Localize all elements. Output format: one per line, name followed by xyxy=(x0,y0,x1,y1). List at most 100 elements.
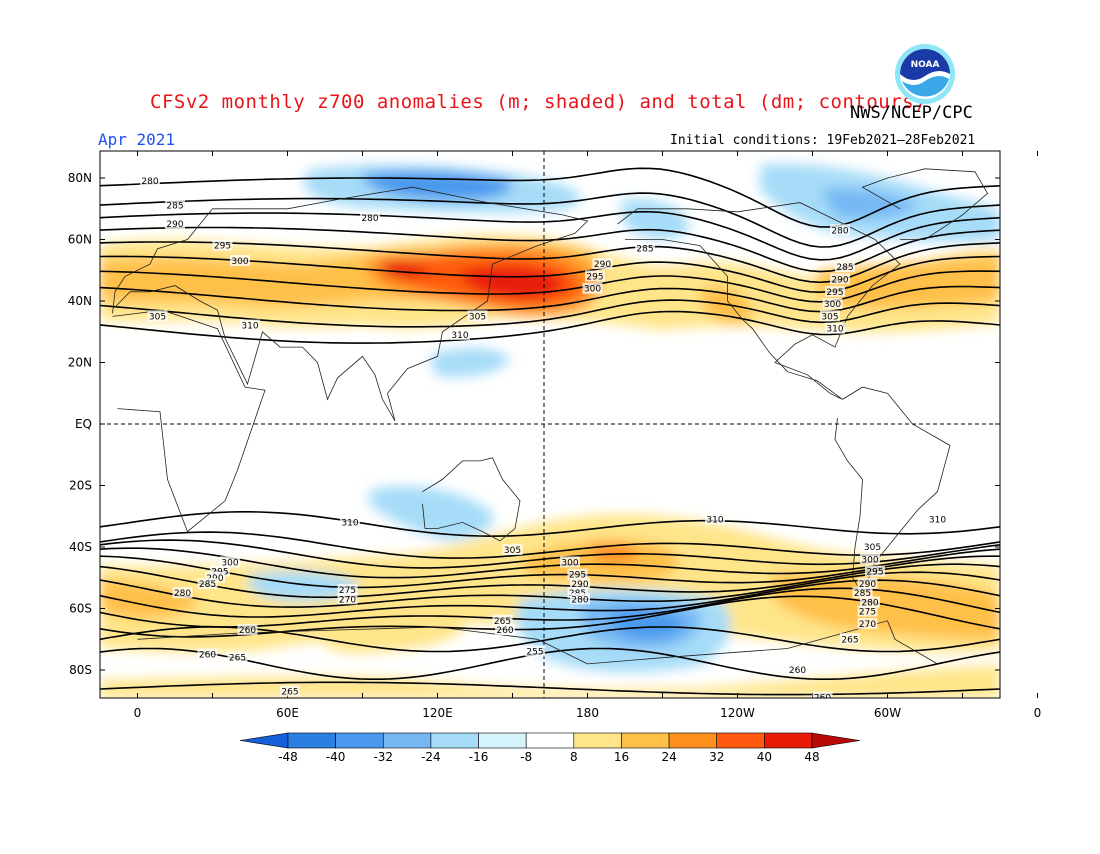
colorbar-swatch xyxy=(764,732,813,749)
contour-label: 295 xyxy=(214,242,231,252)
lat-label: 80S xyxy=(69,663,92,677)
contour-label: 295 xyxy=(586,272,603,282)
contour-labels: 2802852902953003053102803053102902953002… xyxy=(140,175,948,704)
colorbar-swatch xyxy=(287,732,336,749)
colorbar-label: -24 xyxy=(421,750,441,764)
colorbar-swatch xyxy=(478,732,527,749)
contour-label: 305 xyxy=(149,312,166,322)
colorbar-label: -40 xyxy=(326,750,346,764)
contour-line xyxy=(100,681,1000,696)
contour-label: 260 xyxy=(814,694,831,704)
contour-label: 275 xyxy=(339,586,356,596)
contour-label: 280 xyxy=(831,226,848,236)
colorbar-label: 24 xyxy=(661,750,676,764)
noaa-logo-text: NOAA xyxy=(911,60,940,70)
coastline xyxy=(617,202,901,400)
coastline xyxy=(137,620,938,665)
contour-line xyxy=(100,285,1000,313)
colorbar-swatch xyxy=(668,732,718,749)
contour-label: 295 xyxy=(826,288,843,298)
contour-label: 290 xyxy=(166,220,183,230)
contour-line xyxy=(100,563,1000,599)
contour-label: 290 xyxy=(594,260,611,270)
contour-line xyxy=(100,270,1000,303)
color-bar: -48 -40 -32 -24 -16 -8 8 16 24 32 40 48 xyxy=(239,732,861,764)
colorbar-label: 48 xyxy=(804,750,819,764)
contour-label: 310 xyxy=(929,515,946,525)
contour-line xyxy=(100,310,1000,344)
contour-line xyxy=(100,167,1000,228)
colorbar-swatch xyxy=(525,732,575,749)
contour-label: 305 xyxy=(469,312,486,322)
contour-line xyxy=(100,192,1000,248)
coastline xyxy=(422,457,521,542)
contour-label: 290 xyxy=(571,580,588,590)
contour-label: 310 xyxy=(826,325,843,335)
contour-label: 300 xyxy=(221,558,238,568)
colorbar-label: -32 xyxy=(373,750,393,764)
colorbar-label: 16 xyxy=(614,750,629,764)
contour-label: 265 xyxy=(494,617,511,627)
contour-label: 265 xyxy=(229,654,246,664)
lat-label: 40N xyxy=(68,294,92,308)
lat-label: 80N xyxy=(68,171,92,185)
colorbar-arrow-high xyxy=(811,732,861,749)
contour-label: 285 xyxy=(636,245,653,255)
contour-label: 310 xyxy=(341,518,358,528)
forecast-month: Apr 2021 xyxy=(98,130,176,149)
coastline xyxy=(112,186,589,422)
colorbar-swatch xyxy=(621,732,670,749)
contour-line xyxy=(100,211,1000,261)
contour-label: 300 xyxy=(584,285,601,295)
lon-label: 0 xyxy=(134,706,142,720)
noaa-logo-icon: NOAA xyxy=(895,44,955,104)
contour-label: 295 xyxy=(866,568,883,578)
contour-label: 280 xyxy=(361,214,378,224)
contour-line xyxy=(100,511,1000,538)
contour-label: 300 xyxy=(824,300,841,310)
colorbar-label: 40 xyxy=(757,750,772,764)
initial-conditions: Initial conditions: 19Feb2021–28Feb2021 xyxy=(670,133,976,148)
contour-label: 305 xyxy=(864,543,881,553)
contour-line xyxy=(100,647,1000,680)
colorbar-arrow-low xyxy=(239,732,289,749)
colorbar-label: -48 xyxy=(278,750,298,764)
coastline xyxy=(861,168,989,240)
contour-label: 270 xyxy=(859,620,876,630)
agency-label: NWS/NCEP/CPC xyxy=(850,103,973,123)
contour-line xyxy=(100,547,1000,579)
contour-label: 300 xyxy=(231,257,248,267)
lat-label: 60S xyxy=(69,602,92,616)
contour-label: 260 xyxy=(789,666,806,676)
colorbar-label: 32 xyxy=(709,750,724,764)
contour-label: 290 xyxy=(831,275,848,285)
contour-label: 280 xyxy=(861,598,878,608)
lat-label: 60N xyxy=(68,233,92,247)
contour-line xyxy=(100,555,1000,589)
lon-label: 60W xyxy=(874,706,901,720)
lon-label: 0 xyxy=(1034,706,1042,720)
contour-line xyxy=(100,579,1000,618)
contour-label: 270 xyxy=(339,595,356,605)
lat-label: 20N xyxy=(68,356,92,370)
colorbar-label: -16 xyxy=(469,750,489,764)
contour-label: 260 xyxy=(496,626,513,636)
lon-label: 60E xyxy=(276,706,299,720)
colorbar-label: 8 xyxy=(570,750,578,764)
contour-label: 280 xyxy=(571,595,588,605)
contour-label: 260 xyxy=(239,626,256,636)
colorbar-swatch xyxy=(335,732,384,749)
contour-label: 285 xyxy=(836,263,853,273)
contour-label: 310 xyxy=(706,515,723,525)
contour-label: 290 xyxy=(859,580,876,590)
colorbar-swatch xyxy=(573,732,622,749)
colorbar-swatch xyxy=(430,732,479,749)
contour-label: 305 xyxy=(821,312,838,322)
colorbar-swatch xyxy=(716,732,765,749)
contour-line xyxy=(100,531,1000,559)
contour-label: 280 xyxy=(174,589,191,599)
contour-label: 310 xyxy=(241,322,258,332)
contour-label: 275 xyxy=(859,608,876,618)
